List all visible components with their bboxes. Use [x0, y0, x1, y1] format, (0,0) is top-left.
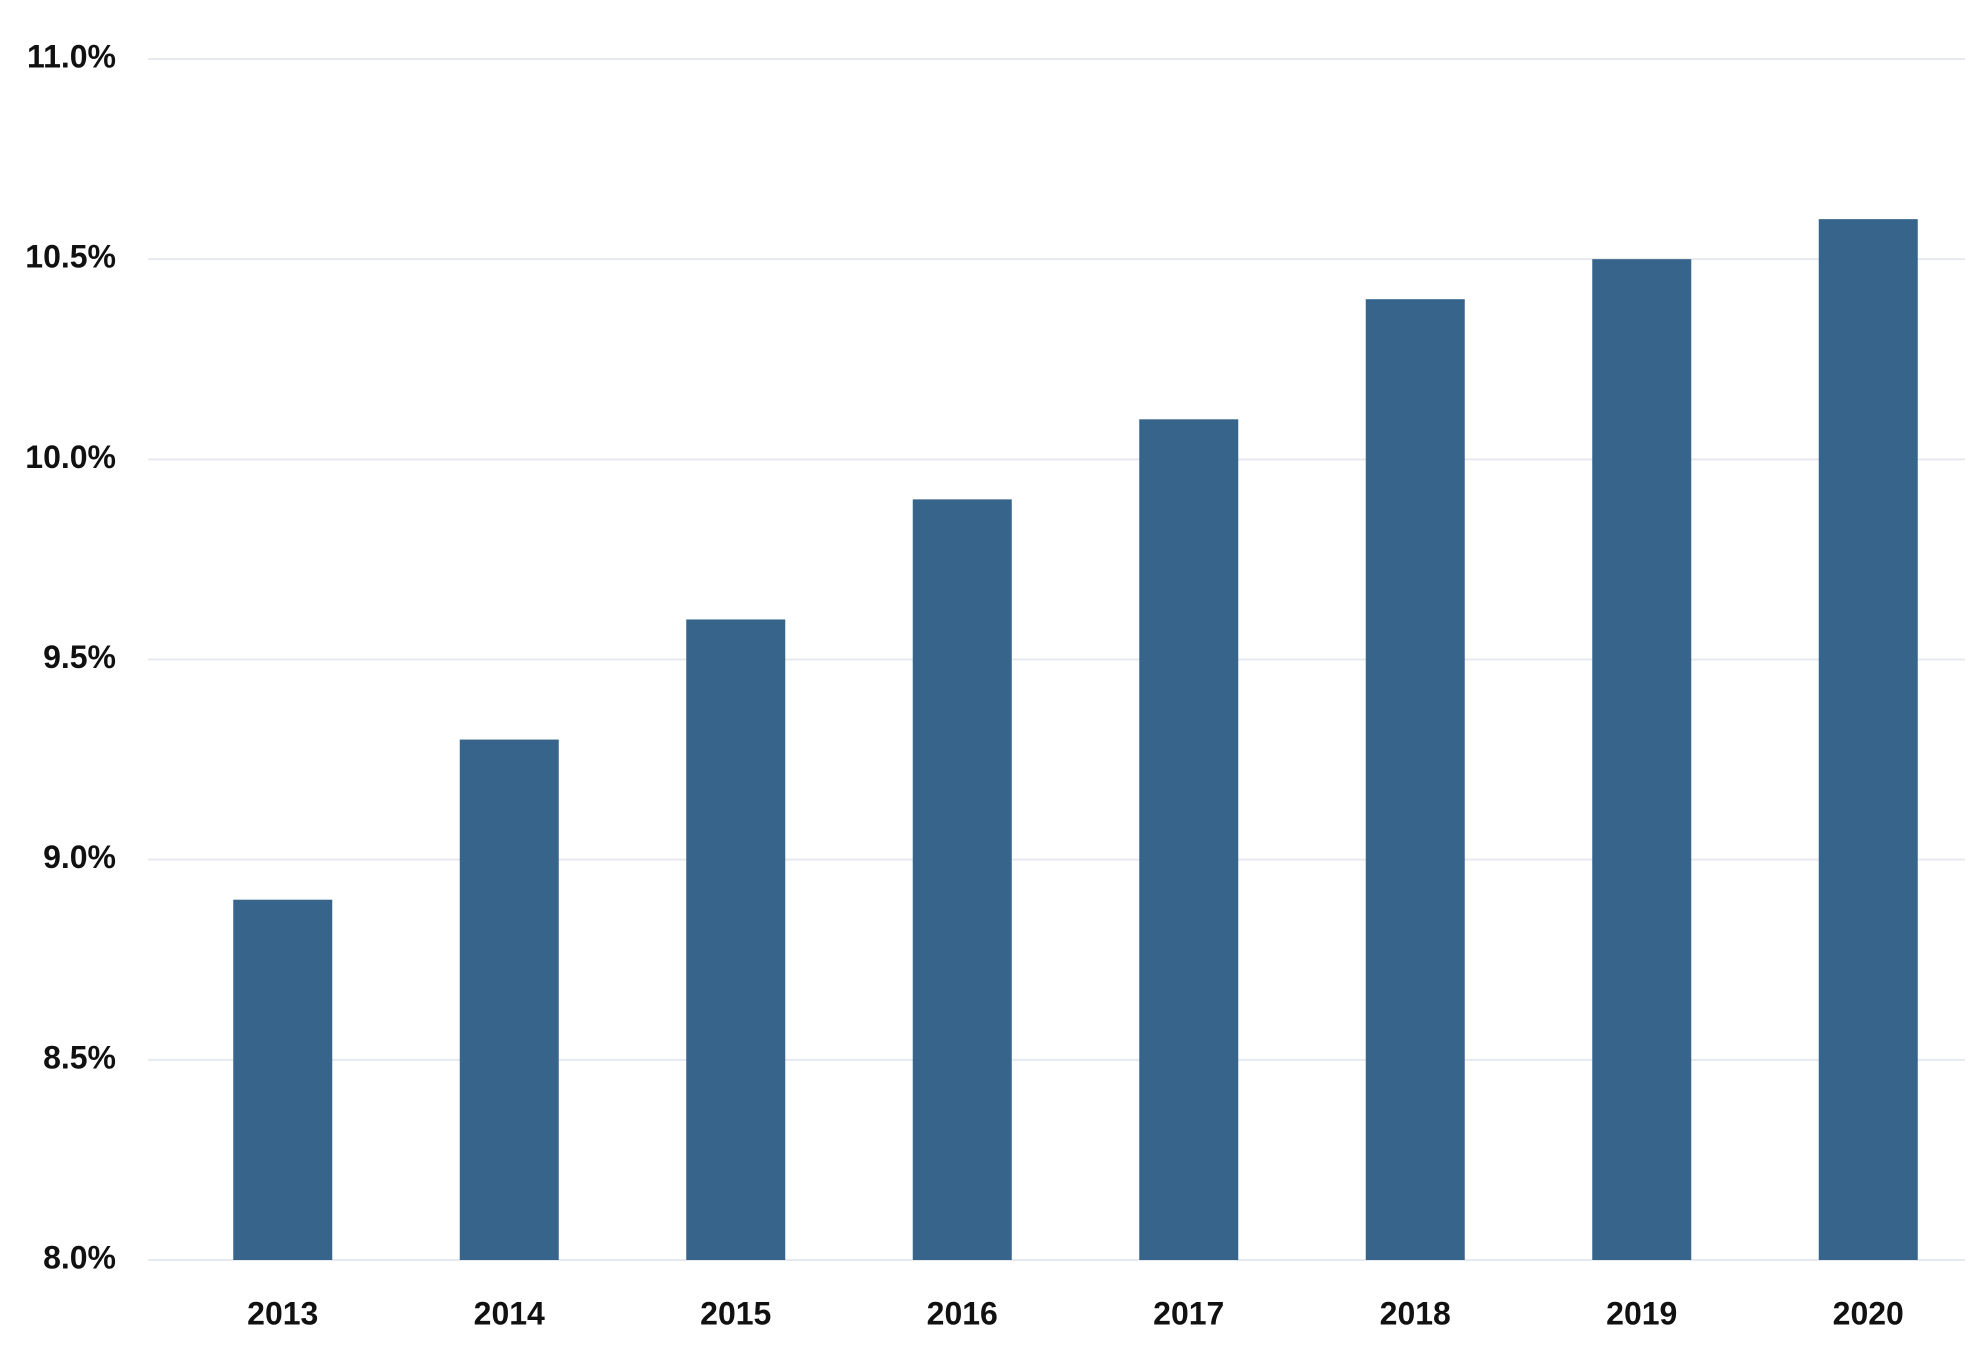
y-tick-label: 10.0%	[25, 439, 116, 475]
bar-2017	[1139, 419, 1239, 1260]
gridlines	[148, 58, 1965, 1261]
bar-2014	[459, 739, 559, 1260]
bar-2013	[233, 899, 333, 1260]
y-tick-label: 8.0%	[43, 1239, 116, 1275]
x-tick-label: 2017	[1153, 1295, 1224, 1331]
y-tick-label: 8.5%	[43, 1039, 116, 1075]
bars	[233, 219, 1918, 1261]
bar-2015	[686, 619, 786, 1260]
x-tick-label: 2020	[1833, 1295, 1904, 1331]
y-axis-tick-labels: 8.0% 8.5% 9.0% 9.5% 10.0% 10.5% 11.0%	[25, 38, 116, 1275]
y-tick-label: 9.0%	[43, 839, 116, 875]
y-tick-label: 11.0%	[27, 38, 116, 74]
x-tick-label: 2015	[700, 1295, 771, 1331]
bar-2020	[1818, 219, 1918, 1261]
x-tick-label: 2013	[247, 1295, 318, 1331]
x-tick-label: 2019	[1606, 1295, 1677, 1331]
y-tick-label: 10.5%	[25, 239, 116, 275]
x-axis-tick-labels: 2013 2014 2015 2016 2017 2018 2019 2020	[247, 1295, 1904, 1331]
x-tick-label: 2014	[474, 1295, 545, 1331]
y-tick-label: 9.5%	[43, 639, 116, 675]
x-tick-label: 2018	[1380, 1295, 1451, 1331]
bar-2019	[1592, 259, 1692, 1261]
bar-2018	[1365, 299, 1465, 1260]
bar-2016	[912, 499, 1012, 1260]
x-tick-label: 2016	[927, 1295, 998, 1331]
